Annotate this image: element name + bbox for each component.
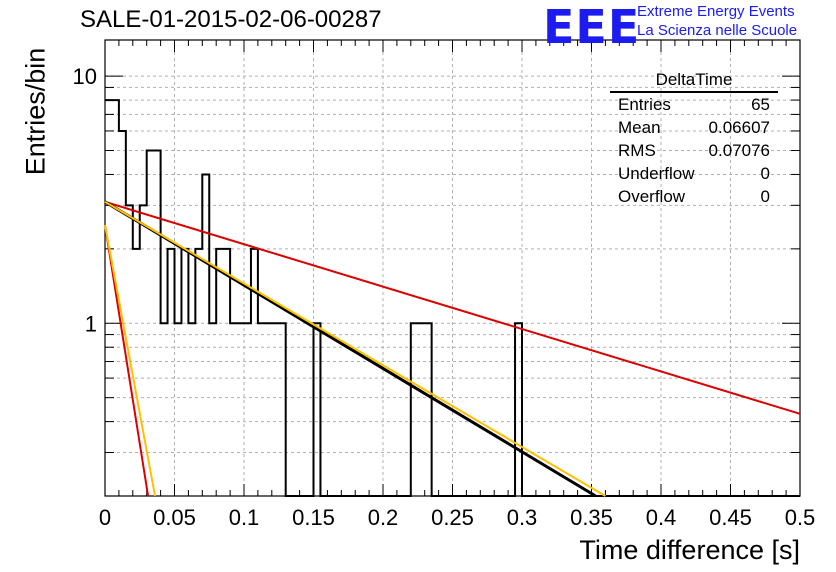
x-tick-label: 0.1: [229, 505, 260, 530]
stats-title: DeltaTime: [610, 70, 778, 93]
x-tick-label: 0: [99, 505, 111, 530]
stats-value: 0: [760, 187, 770, 206]
y-tick-label: 10: [73, 64, 97, 89]
x-tick-label: 0.15: [292, 505, 335, 530]
stats-value: 0.07076: [708, 141, 770, 160]
fit-line-yellow: [104, 224, 157, 497]
x-tick-label: 0.25: [431, 505, 474, 530]
fit-line-red: [104, 224, 150, 497]
fit-line-red: [104, 200, 801, 415]
eee-logo: EEE: [543, 0, 641, 54]
stats-row-overflow: Overflow 0: [610, 185, 778, 208]
stats-row-entries: Entries 65: [610, 93, 778, 116]
x-tick-label: 0.05: [153, 505, 196, 530]
stats-value: 0: [760, 164, 770, 183]
stats-label: Mean: [618, 118, 661, 137]
logo-line-2: La Scienza nelle Scuole: [637, 22, 798, 39]
fit-line-yellow: [104, 200, 606, 497]
stats-row-rms: RMS 0.07076: [610, 139, 778, 162]
stats-label: Underflow: [618, 164, 695, 183]
x-tick-label: 0.5: [785, 505, 816, 530]
stats-row-underflow: Underflow 0: [610, 162, 778, 185]
y-axis-label: Entries/bin: [20, 47, 51, 176]
x-tick-label: 0.3: [507, 505, 538, 530]
stats-value: 0.06607: [708, 118, 770, 137]
x-tick-label: 0.2: [368, 505, 399, 530]
y-tick-label: 1: [85, 311, 97, 336]
x-tick-label: 0.35: [570, 505, 613, 530]
x-axis-label: Time difference [s]: [579, 535, 800, 565]
x-tick-label: 0.45: [709, 505, 752, 530]
stats-label: Entries: [618, 95, 671, 114]
stats-label: RMS: [618, 141, 656, 160]
stats-row-mean: Mean 0.06607: [610, 116, 778, 139]
logo-line-1: Extreme Energy Events: [637, 3, 795, 20]
x-tick-label: 0.4: [646, 505, 677, 530]
chart-title: SALE-01-2015-02-06-00287: [80, 6, 382, 33]
stats-label: Overflow: [618, 187, 686, 206]
stats-box: DeltaTime Entries 65 Mean 0.06607 RMS 0.070…: [610, 70, 778, 208]
stats-value: 65: [751, 95, 770, 114]
